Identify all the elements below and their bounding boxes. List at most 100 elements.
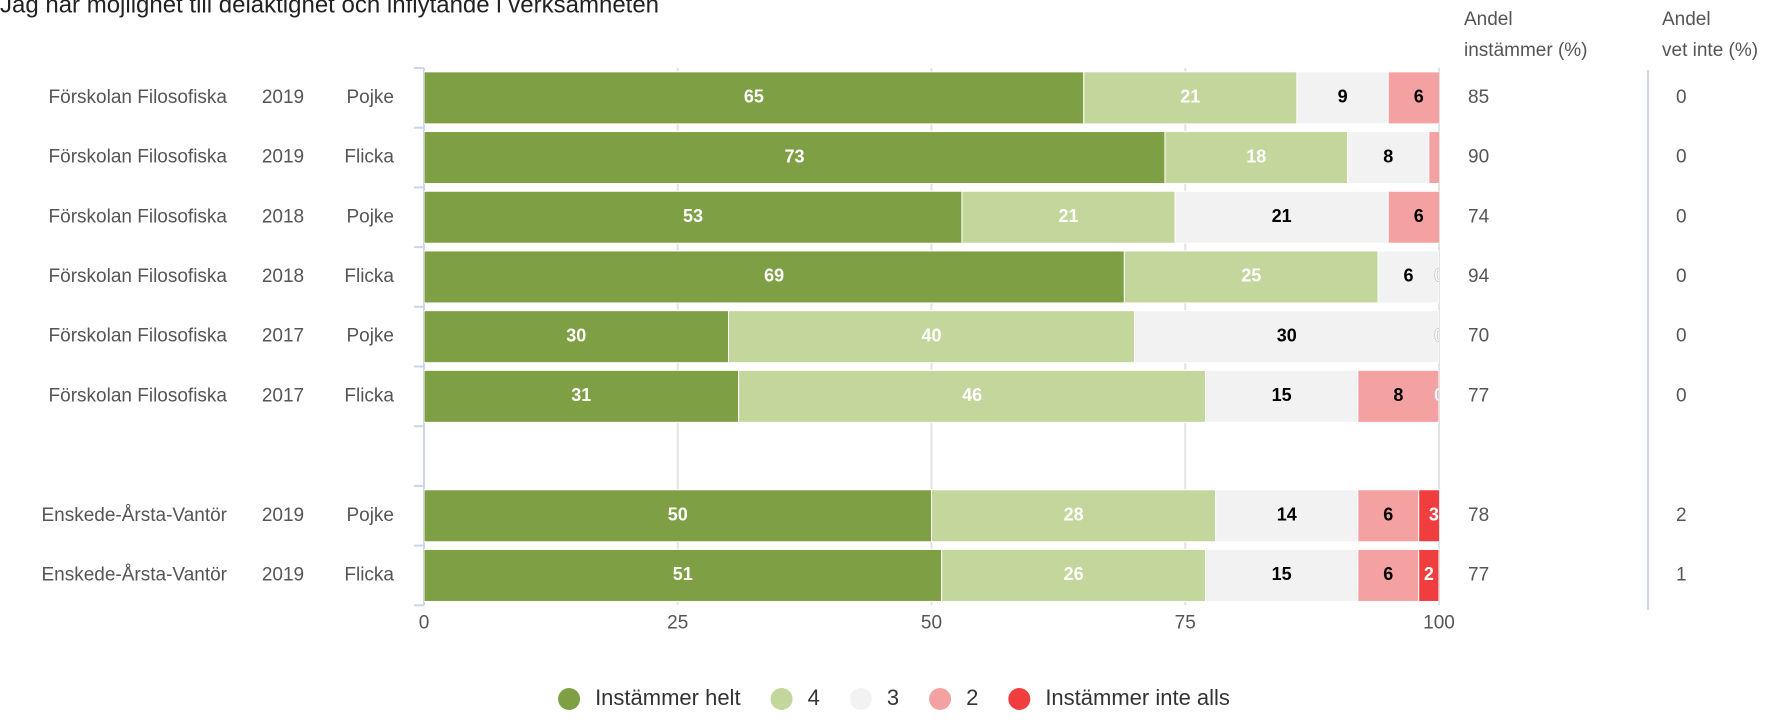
legend-swatch [1008, 688, 1031, 710]
data-label: 0 [1444, 87, 1454, 107]
bar-segment [1134, 310, 1439, 364]
data-label: 53 [683, 206, 703, 226]
gender-label: Pojke [346, 206, 394, 227]
bar-segment [1164, 131, 1349, 185]
legend-swatch [558, 688, 581, 710]
gender-label: Pojke [346, 326, 394, 347]
column-header: vet inte (%) [1662, 40, 1758, 61]
school-label: Förskolan Filosofiska [49, 266, 228, 287]
column-value: 94 [1468, 266, 1490, 287]
bar-segment [1347, 131, 1430, 185]
bar-segment [728, 310, 1135, 364]
data-label: 30 [1277, 325, 1297, 345]
bar-segment [1387, 71, 1439, 125]
data-label: 15 [1272, 385, 1292, 405]
gender-label: Flicka [344, 147, 394, 168]
year-label: 2019 [262, 505, 304, 526]
school-label: Förskolan Filosofiska [49, 147, 228, 168]
year-label: 2017 [262, 326, 304, 347]
data-label: 28 [1064, 505, 1084, 525]
year-label: 2017 [262, 385, 304, 406]
legend-item: Instämmer inte alls [1008, 685, 1230, 710]
data-label: 14 [1277, 505, 1297, 525]
column-header: Andel [1464, 9, 1513, 30]
legend-item: Instämmer helt [558, 685, 741, 710]
bar-segment [424, 369, 740, 423]
data-label: 65 [744, 87, 764, 107]
data-label: 21 [1059, 206, 1079, 226]
bar-segment [1123, 250, 1379, 304]
data-label: 51 [673, 564, 693, 584]
school-label: Förskolan Filosofiska [49, 385, 228, 406]
column-value: 2 [1676, 505, 1687, 526]
data-label: 50 [668, 505, 688, 525]
column-value: 0 [1676, 326, 1687, 347]
bar-segment [1418, 548, 1439, 602]
data-label: 6 [1404, 266, 1414, 286]
x-tick-label: 100 [1423, 612, 1455, 633]
school-label: Enskede-Årsta-Vantör [41, 505, 227, 526]
data-label: 8 [1383, 146, 1393, 166]
legend-label: Instämmer inte alls [1045, 685, 1230, 710]
gender-label: Flicka [344, 564, 394, 585]
data-label: 26 [1064, 564, 1084, 584]
school-label: Förskolan Filosofiska [49, 206, 228, 227]
data-label: 0 [1434, 266, 1444, 286]
bar-segment [424, 190, 963, 244]
column-value: 77 [1468, 385, 1489, 406]
bar-segment [941, 548, 1207, 602]
data-label: 0 [1434, 266, 1444, 286]
data-label: 0 [1434, 325, 1444, 345]
legend-label: 2 [966, 685, 978, 710]
legend-item: 4 [770, 685, 820, 710]
data-label: 9 [1338, 87, 1348, 107]
column-value: 70 [1468, 326, 1489, 347]
column-header: instämmer (%) [1464, 40, 1588, 61]
data-label: 0 [1434, 385, 1444, 405]
year-label: 2018 [262, 206, 304, 227]
bar-segment [1205, 369, 1359, 423]
gender-label: Flicka [344, 385, 394, 406]
bar-segment [1205, 548, 1359, 602]
bar-segment [1083, 71, 1298, 125]
legend-label: Instämmer helt [595, 685, 741, 710]
column-header: Andel [1662, 9, 1711, 30]
bar-segment [424, 131, 1166, 185]
year-label: 2019 [262, 564, 304, 585]
data-label: 73 [784, 146, 804, 166]
year-label: 2018 [262, 266, 304, 287]
data-label: 0 [1434, 325, 1444, 345]
bar-segment [1357, 489, 1420, 543]
bar-segment [1357, 369, 1439, 423]
year-label: 2019 [262, 87, 304, 108]
school-label: Enskede-Årsta-Vantör [41, 564, 227, 585]
data-label: 25 [1241, 266, 1261, 286]
data-label: 21 [1180, 87, 1200, 107]
column-value: 0 [1676, 206, 1687, 227]
data-label: 0 [1444, 206, 1454, 226]
legend-swatch [929, 688, 952, 710]
bar-segment [961, 190, 1176, 244]
x-tick-label: 50 [921, 612, 942, 633]
legend-swatch [770, 688, 793, 710]
bar-segment [1357, 548, 1420, 602]
bar-segment [1215, 489, 1359, 543]
column-value: 0 [1676, 385, 1687, 406]
data-label: 6 [1414, 206, 1424, 226]
column-value: 0 [1676, 147, 1687, 168]
data-label: 6 [1383, 505, 1393, 525]
legend-item: 2 [929, 685, 978, 710]
data-label: 6 [1383, 564, 1393, 584]
column-value: 78 [1468, 505, 1489, 526]
chart-title: Jag har möjlighet till delaktighet och i… [0, 0, 659, 18]
bar-segment [424, 489, 932, 543]
column-value: 0 [1676, 87, 1687, 108]
school-label: Förskolan Filosofiska [49, 326, 228, 347]
x-tick-label: 25 [667, 612, 688, 633]
column-value: 90 [1468, 147, 1489, 168]
x-tick-label: 75 [1175, 612, 1196, 633]
legend-label: 3 [887, 685, 899, 710]
data-label: 15 [1272, 564, 1292, 584]
bar-segment [1428, 131, 1439, 185]
gender-label: Pojke [346, 87, 394, 108]
